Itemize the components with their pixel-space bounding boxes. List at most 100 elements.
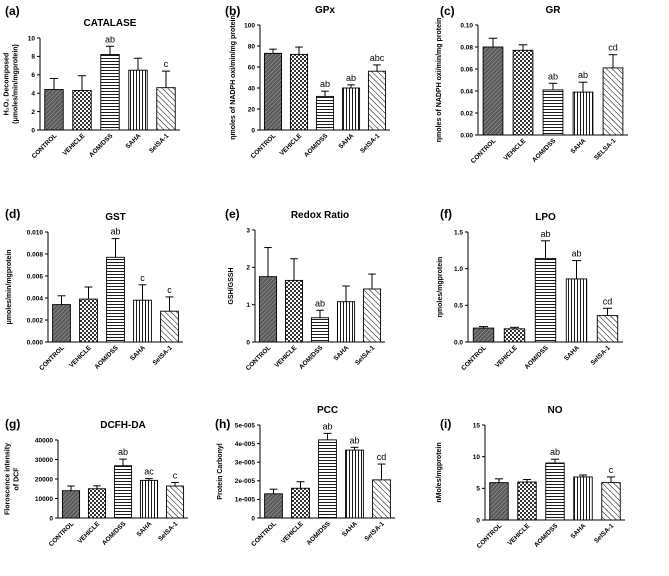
x-category-label: CONTROL	[31, 132, 59, 160]
y-tick-label: 0.04	[460, 88, 473, 95]
bar-saha	[345, 449, 364, 519]
x-category-label: CONTROL	[38, 344, 66, 372]
significance-label: c	[164, 59, 169, 69]
y-tick-label: 0	[31, 127, 35, 134]
x-category-label: CONTROL	[460, 344, 488, 372]
y-tick-label: 0.0	[454, 339, 463, 346]
bar-vehicle	[87, 488, 107, 519]
significance-label: ab	[118, 447, 128, 457]
significance-label: c	[140, 273, 145, 283]
bar-saha	[565, 278, 588, 343]
significance-label: ab	[548, 71, 558, 81]
x-category-label: AOM/DSS	[533, 522, 560, 549]
y-tick-label: 0.10	[460, 22, 473, 29]
y-tick-label: 0.010	[27, 229, 44, 236]
bar-saha	[336, 301, 356, 343]
chart-title: LPO	[535, 212, 556, 223]
x-category-label: SelSA-1	[364, 520, 387, 543]
bar-control	[489, 482, 509, 521]
bar-aom-dss	[310, 317, 330, 343]
panel-letter: (g)	[5, 417, 20, 431]
significance-label: c	[173, 471, 178, 481]
x-category-label: SelSA-1	[359, 132, 382, 155]
significance-label: ab	[540, 229, 550, 239]
bar-saha	[573, 476, 593, 521]
bar-saha	[128, 69, 148, 131]
significance-label: c	[609, 465, 614, 475]
bar-aom-dss	[100, 54, 120, 131]
bar-control	[44, 89, 64, 131]
y-axis-label: Floroscence intensity	[5, 443, 12, 515]
panel-letter: (d)	[5, 207, 20, 221]
bar-control	[264, 493, 283, 519]
chart-panel-8: (h) PCC 0 1e-005 2e-005 3e-005 4e-005 5e-005 Pro…	[215, 405, 395, 548]
y-tick-label: 0.000	[27, 339, 44, 346]
y-tick-label: 2	[31, 109, 35, 116]
y-axis-label: H₂O₂ Decomposed	[4, 53, 11, 116]
significance-label: ab	[110, 227, 120, 237]
y-tick-label: 0	[246, 339, 250, 346]
x-category-label: SAHA	[341, 520, 359, 538]
chart-title: PCC	[317, 405, 338, 416]
chart-panel-4: (d) GST 0.000 0.002 0.004 0.006 0.008 0.010 μmol…	[5, 207, 183, 372]
x-category-label: CONTROL	[245, 344, 273, 372]
y-tick-label: 1.5	[454, 229, 463, 236]
y-axis-label: GSH/GSSH	[228, 268, 235, 305]
significance-label: ab	[322, 421, 332, 431]
x-category-label: VEHICLE	[494, 344, 519, 369]
x-category-label: SELSA-1	[593, 137, 618, 162]
y-tick-label: 60	[248, 64, 256, 71]
y-tick-label: 3e-005	[235, 460, 256, 467]
x-category-label: SelSA-1	[148, 132, 171, 155]
y-tick-label: 3	[246, 227, 250, 234]
significance-label: ab	[550, 447, 560, 457]
chart-title: GR	[546, 5, 562, 16]
panel-letter: (f)	[440, 207, 452, 221]
x-category-label: SelSA-1	[157, 520, 180, 543]
x-category-label: SelSA-1	[354, 344, 377, 367]
y-tick-label: 0	[49, 515, 53, 522]
x-category-label: VEHICLE	[68, 344, 93, 369]
bar-control	[258, 276, 278, 343]
x-category-label: VEHICLE	[280, 520, 305, 545]
bar-selsa-1	[596, 315, 619, 343]
y-tick-label: 15	[473, 422, 481, 429]
x-category-label: SAHA	[563, 344, 581, 362]
bar-saha	[572, 91, 594, 136]
y-tick-label: 8	[31, 54, 35, 61]
significance-label: ab	[315, 298, 325, 308]
x-category-label: SAHA	[135, 520, 153, 538]
significance-label: ab	[320, 79, 330, 89]
x-category-label: VEHICLE	[274, 344, 299, 369]
x-category-label: CONTROL	[476, 522, 504, 550]
chart-panel-5: (e) Redox Ratio 0 1 2 3 GSH/GSSH CONTROL VEHICLE…	[225, 207, 385, 372]
bar-vehicle	[517, 481, 537, 521]
y-tick-label: 30000	[35, 457, 53, 464]
y-tick-label: 20000	[35, 476, 53, 483]
y-tick-label: 1e-005	[235, 497, 256, 504]
chart-title: CATALASE	[84, 18, 137, 29]
y-tick-label: 40000	[35, 437, 53, 444]
y-tick-label: 5e-005	[235, 422, 256, 429]
chart-title: GPx	[315, 5, 335, 16]
x-category-label: SAHA	[569, 522, 587, 540]
bar-selsa-1	[601, 482, 621, 521]
y-axis-label: μmoles/min/mgprotein	[6, 249, 13, 324]
y-axis-label: ηmoles/mgprotein	[437, 257, 444, 318]
y-axis-label: of DCF	[14, 467, 21, 491]
significance-label: ac	[144, 467, 154, 477]
bar-saha	[341, 87, 361, 131]
x-category-label: AOM/DSS	[303, 132, 330, 159]
significance-label: ab	[346, 73, 356, 83]
y-tick-label: 80	[248, 43, 256, 50]
x-category-label: VEHICLE	[279, 132, 304, 157]
bar-selsa-1	[362, 288, 382, 343]
significance-label: ab	[349, 435, 359, 445]
x-category-label: AOM/DSS	[94, 344, 121, 371]
x-category-label: SelSA-1	[590, 344, 613, 367]
y-tick-label: 0.08	[460, 44, 473, 51]
y-tick-label: 40	[248, 85, 256, 92]
bar-selsa-1	[160, 310, 179, 343]
y-axis-label: nMoles/mgprotein	[436, 442, 443, 502]
